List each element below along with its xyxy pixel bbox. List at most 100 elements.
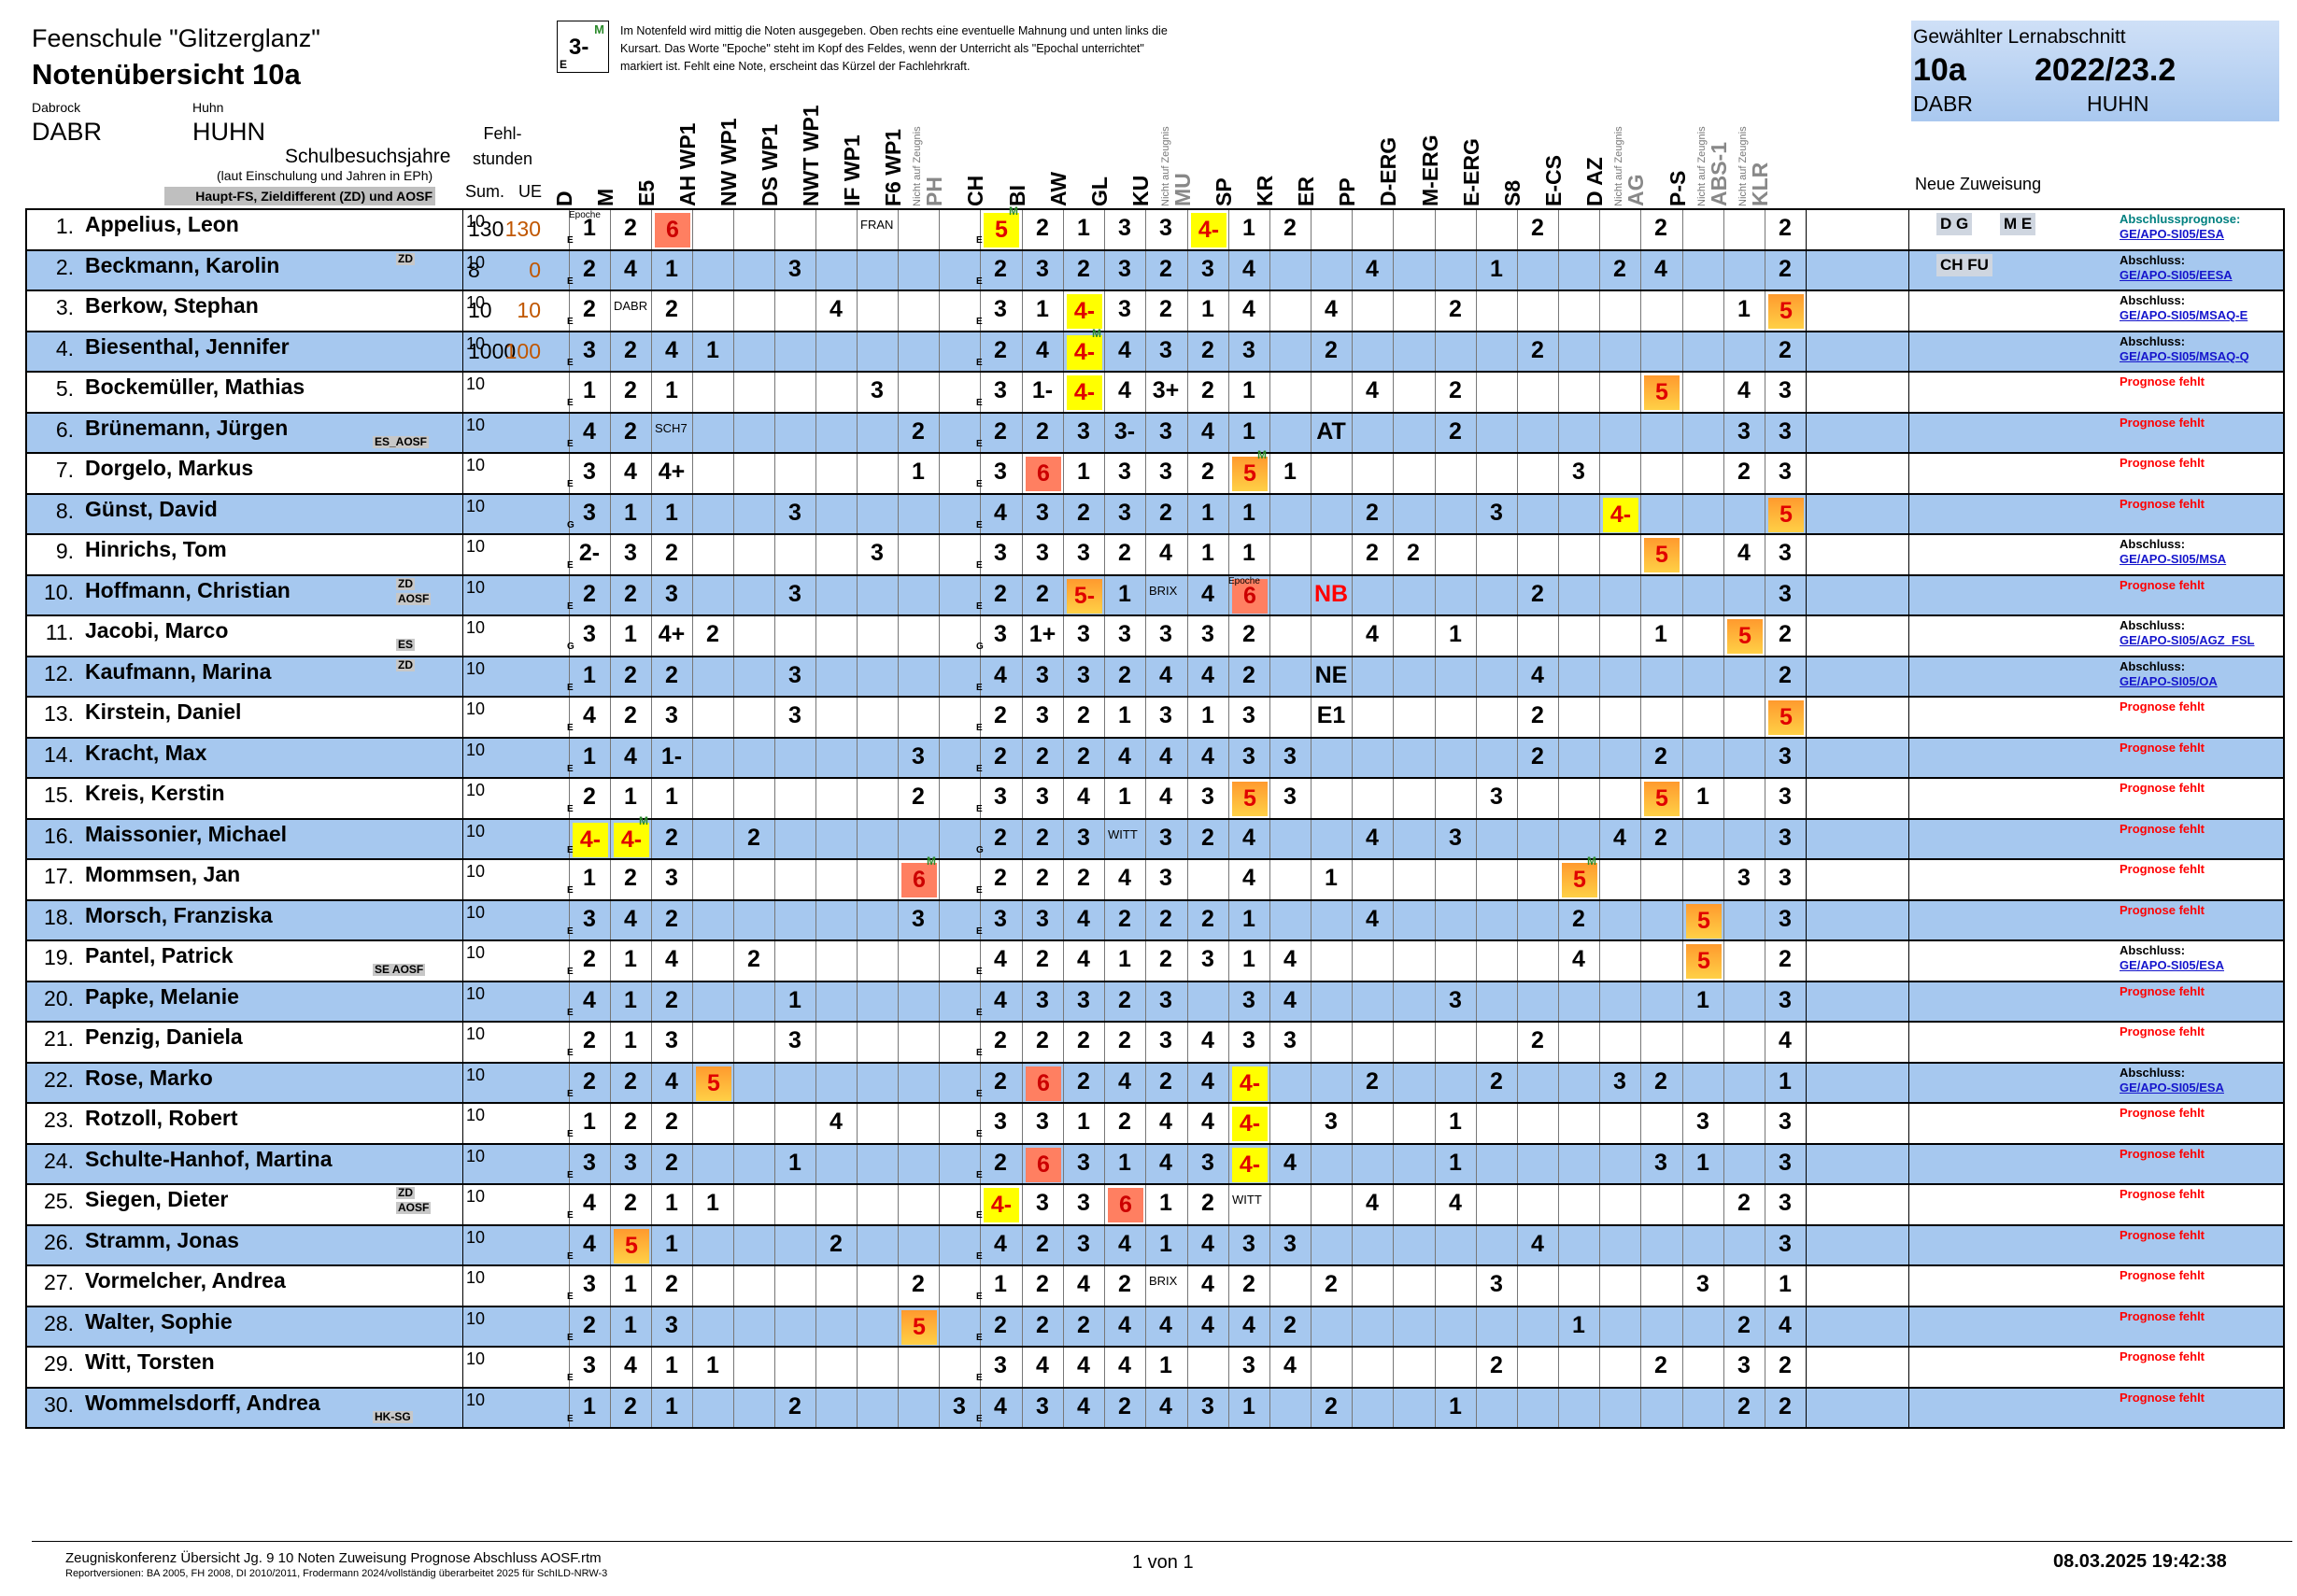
- student-row[interactable]: 24. Schulte-Hanhof, Martina 10 E E 3 3 2 1 2 6 3 1 4 3…: [27, 1144, 2283, 1185]
- column-divider: [1517, 698, 1518, 737]
- column-divider: [1022, 616, 1023, 656]
- student-row[interactable]: 25. Siegen, Dieter ZD AOSF 10 E E 4 2 1 1 4- 3 3 6 1 2 WI…: [27, 1185, 2283, 1226]
- column-divider: [1806, 1023, 1807, 1062]
- column-divider: [1517, 1225, 1518, 1264]
- student-name: Pantel, Patrick: [85, 943, 234, 967]
- grade-value: 1: [1572, 1311, 1585, 1338]
- prognosis-degree-link[interactable]: GE/APO-SI05/MSAQ-E: [2120, 308, 2248, 322]
- column-divider: [774, 860, 775, 899]
- prognosis-degree-link[interactable]: GE/APO-SI05/EESA: [2120, 267, 2233, 282]
- grade-value: 2: [1159, 255, 1172, 282]
- column-divider: [1269, 1348, 1270, 1387]
- column-divider: [1022, 657, 1023, 696]
- prognosis-degree-link[interactable]: GE/APO-SI05/OA: [2120, 673, 2218, 688]
- column-divider: [1393, 1104, 1394, 1143]
- student-row[interactable]: 9. Hinrichs, Tom 10 E E 2- 3 2 3 3 3 3 2 4 1 1 2 2 5 4 3 Absc…: [27, 535, 2283, 576]
- student-row[interactable]: 16. Maissonier, Michael 10 E G 4- 4- M 2 2 2 2 3 WITT…: [27, 815, 2283, 860]
- student-row[interactable]: 23. Rotzoll, Robert 10 E E 1 2 2 4 3 3 1 2 4 4 4- 3 1 3 3 Pr…: [27, 1104, 2283, 1145]
- student-row[interactable]: 13. Kirstein, Daniel 10 E E 4 2 3 3 2 3 2 1 3 1 3 E1 2 5 Pr…: [27, 698, 2283, 739]
- column-divider: [1145, 210, 1146, 249]
- column-divider: [1022, 1266, 1023, 1306]
- student-row[interactable]: 15. Kreis, Kerstin 10 E E 2 1 1 2 3 3 4 1 4 3 5 3 3 5 1 3 Pro…: [27, 779, 2283, 820]
- student-row[interactable]: 22. Rose, Marko 10 E E 2 2 4 5 2 6 2 4 2 4 4- 2 2 3 2 1 Absch…: [27, 1063, 2283, 1104]
- student-name: Kirstein, Daniel: [85, 699, 242, 724]
- column-divider: [1393, 210, 1394, 249]
- column-divider: [610, 657, 611, 696]
- column-divider: [1682, 698, 1683, 737]
- student-row[interactable]: 12. Kaufmann, Marina ZD 10 E E 1 2 2 3 4 3 3 2 4 4 2 NE 4 2…: [27, 657, 2283, 698]
- prognosis-degree-link[interactable]: GE/APO-SI05/ESA: [2120, 227, 2224, 241]
- column-divider: [692, 575, 693, 614]
- school-years-value: 10: [465, 456, 485, 474]
- student-row[interactable]: 30. Wommelsdorff, Andrea HK-SG 10 E E 1 2 1 2 3 4 3 4…: [27, 1388, 2283, 1429]
- student-row[interactable]: 5. Bockemüller, Mathias 10 E E 1 2 1 3 3 1- 4- 4 3+ 2 1…: [27, 373, 2283, 414]
- student-row[interactable]: 3. Berkow, Stephan 10 10 10 E E 2 DABR 2 4 3 1 4- 3 2 1 4…: [27, 291, 2283, 332]
- column-divider: [1104, 1023, 1105, 1062]
- column-divider: [1063, 860, 1064, 899]
- row-number: 10.: [44, 579, 74, 604]
- student-row[interactable]: 6. Brünemann, Jürgen ES_AOSF 10 E E 4 2 SCH7 2 2 2 3…: [27, 413, 2283, 454]
- student-row[interactable]: 29. Witt, Torsten 10 E E 3 4 1 1 3 4 4 4 1 3 4 2 2 3 2 Progn…: [27, 1348, 2283, 1389]
- column-divider: [857, 819, 858, 858]
- student-row[interactable]: 7. Dorgelo, Markus 10 E E 3 4 4+ 1 3 6 1 3 3 2 5 M 1 3 2 3 Pr…: [27, 449, 2283, 495]
- prognosis-degree-link[interactable]: GE/APO-SI05/AGZ_FSL: [2120, 633, 2255, 647]
- selected-class: 10a: [1913, 52, 1966, 88]
- student-row[interactable]: 19. Pantel, Patrick SE AOSF 10 E E 2 1 4 2 4 2 4 1 2 3 1…: [27, 941, 2283, 982]
- student-row[interactable]: 8. Günst, David 10 G E 3 1 1 3 4 3 2 3 2 1 1 2 3 4- 5 Progno…: [27, 494, 2283, 535]
- grade-value: 2: [994, 1027, 1007, 1053]
- student-row[interactable]: 27. Vormelcher, Andrea 10 E E 3 1 2 2 1 2 4 2 BRIX 4 2 2…: [27, 1266, 2283, 1307]
- column-divider: [980, 1388, 981, 1427]
- grade-value: 2: [1201, 459, 1214, 485]
- grade-value: 2: [1201, 377, 1214, 403]
- student-row[interactable]: 4. Biesenthal, Jennifer 10 1000 100 E E 3 2 4 1 2 4 4…: [27, 328, 2283, 373]
- grade-cell-highlight: 6: [1108, 1188, 1143, 1222]
- support-focus-badge: ES: [396, 638, 416, 651]
- prognosis-degree-link[interactable]: GE/APO-SI05/MSAQ-Q: [2120, 348, 2249, 363]
- prognosis-degree-link[interactable]: GE/APO-SI05/ESA: [2120, 958, 2224, 972]
- student-row[interactable]: 14. Kracht, Max 10 E E 1 4 1- 3 2 2 2 4 4 4 3 3 2 2 3 Progno…: [27, 738, 2283, 779]
- school-years-value: 10: [465, 1106, 485, 1124]
- student-row[interactable]: 17. Mommsen, Jan 10 E E 1 2 3 6 M 2 2 2 4 3 4 1 5 M 3 3 Progn…: [27, 855, 2283, 901]
- column-divider: [1517, 1063, 1518, 1102]
- grade-value: 2: [1077, 865, 1090, 891]
- column-divider: [1682, 982, 1683, 1021]
- grade-value: 3: [1201, 621, 1214, 647]
- grade-value: 4: [624, 1352, 637, 1378]
- column-divider: [1599, 738, 1600, 777]
- grade-value: 3+: [1152, 377, 1180, 403]
- student-row[interactable]: 21. Penzig, Daniela 10 E E 2 1 3 3 2 2 2 2 3 4 3 3 2 4 Prog…: [27, 1023, 2283, 1064]
- grade-value: 3: [1242, 1352, 1255, 1378]
- grade-value: 2: [665, 1109, 678, 1135]
- student-row[interactable]: 2. Beckmann, Karolin ZD 10 8 0 E E 2 4 1 3 2 3 2 3 2 3 4 4 1…: [27, 250, 2283, 291]
- column-divider: [1476, 291, 1477, 331]
- student-row[interactable]: 10. Hoffmann, Christian ZD AOSF 10 E E 2 2 3 3 2 2 5-…: [27, 575, 2283, 616]
- row-number: 1.: [55, 214, 74, 238]
- column-divider: [692, 494, 693, 533]
- column-divider: [939, 941, 940, 981]
- student-name: Kreis, Kerstin: [85, 781, 225, 805]
- column-divider: [815, 454, 816, 493]
- column-divider: [1269, 1023, 1270, 1062]
- student-row[interactable]: 18. Morsch, Franziska 10 E E 3 4 2 3 3 3 4 2 2 2 1 4 2 5 3 P…: [27, 900, 2283, 941]
- grade-value: 3: [994, 296, 1007, 322]
- column-divider: [1682, 373, 1683, 412]
- prognosis-degree-link[interactable]: GE/APO-SI05/ESA: [2120, 1080, 2224, 1095]
- subject-label: PH: [922, 177, 946, 206]
- student-row[interactable]: 1. Appelius, Leon 10 130 130 E E 1 Epoche 2 6 FRAN 5…: [27, 205, 2283, 251]
- column-divider: [1599, 1063, 1600, 1102]
- column-divider: [692, 1023, 693, 1062]
- student-row[interactable]: 26. Stramm, Jonas 10 E E 4 5 1 2 4 2 3 4 1 4 3 3 4 3 Progno…: [27, 1225, 2283, 1266]
- student-row[interactable]: 28. Walter, Sophie 10 E E 2 1 3 5 2 2 2 4 4 4 4 2 1 2 4 Prog…: [27, 1306, 2283, 1348]
- column-divider: [651, 1225, 652, 1264]
- student-row[interactable]: 11. Jacobi, Marco ES 10 G G 3 1 4+ 2 3 1+ 3 3 3 3 2 4 1 1 5 2…: [27, 616, 2283, 657]
- column-divider: [1104, 779, 1105, 818]
- grade-value: 1+: [1028, 621, 1056, 647]
- student-row[interactable]: 20. Papke, Melanie 10 E E 4 1 2 1 4 3 3 2 3 3 4 3 1 3 Progn…: [27, 982, 2283, 1023]
- school-years-value: 10: [465, 1268, 485, 1287]
- prognosis-degree-link[interactable]: GE/APO-SI05/MSA: [2120, 552, 2227, 566]
- grade-value: 2: [1159, 946, 1172, 972]
- student-name: Günst, David: [85, 496, 218, 521]
- grade-cell-highlight: 4- M: [1067, 328, 1102, 370]
- column-divider: [1682, 332, 1683, 371]
- column-divider: [1435, 535, 1436, 574]
